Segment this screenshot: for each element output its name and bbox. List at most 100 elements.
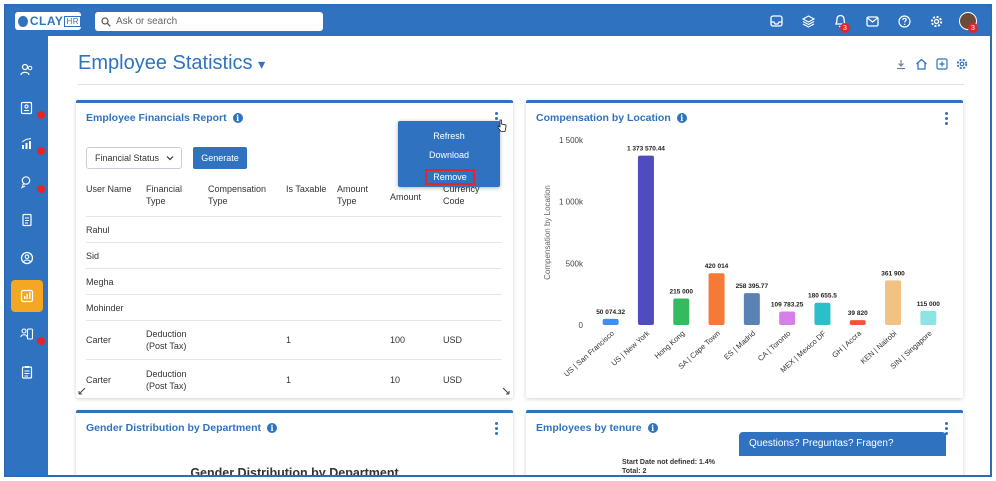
user-avatar-button[interactable]: 3 — [952, 6, 984, 36]
resize-handle-icon[interactable] — [502, 387, 510, 395]
sidebar-alert-dot — [37, 111, 45, 119]
table-row[interactable]: Carter Deduction (Post Tax) 1 100 USD — [86, 321, 502, 360]
tenure-title: Employees by tenure i — [536, 422, 658, 434]
sidebar-alert-dot — [37, 147, 45, 155]
logo-suffix: HR — [64, 15, 81, 27]
sidebar-item-reports[interactable] — [11, 280, 43, 312]
gender-title-text: Gender Distribution by Department — [86, 422, 262, 434]
table-row[interactable]: Rahul — [86, 217, 502, 243]
table-row[interactable]: Megha — [86, 269, 502, 295]
y-tick-label: 0 — [579, 321, 584, 330]
cell-amount: 100 — [390, 335, 406, 345]
bar-value-label: 361 900 — [881, 270, 905, 277]
dashboard-settings-button[interactable] — [956, 58, 968, 70]
table-header: User Name Financial Type Compensation Ty… — [86, 183, 502, 217]
table-row[interactable]: Carter Deduction (Post Tax) 1 10 USD — [86, 360, 502, 398]
add-widget-button[interactable] — [936, 58, 948, 70]
sidebar-item-goals[interactable] — [6, 166, 48, 198]
inbox-button[interactable] — [760, 6, 792, 36]
notification-count-badge: 3 — [840, 23, 850, 33]
cell-user: Megha — [86, 276, 114, 287]
document-icon — [22, 213, 32, 227]
x-tick-label: GH | Accra — [830, 328, 863, 359]
top-bar: CLAY HR Ask or search 3 — [6, 6, 990, 36]
info-icon[interactable]: i — [676, 113, 687, 123]
sidebar-item-people[interactable] — [6, 54, 48, 86]
notifications-button[interactable]: 3 — [824, 6, 856, 36]
cell-user: Rahul — [86, 224, 110, 235]
bar-value-label: 1 373 570.44 — [627, 146, 665, 153]
sidebar-item-team[interactable] — [6, 318, 48, 350]
table-row[interactable]: Sid — [86, 243, 502, 269]
gender-menu-button[interactable] — [495, 422, 499, 435]
resize-handle-icon[interactable] — [78, 387, 86, 395]
bar-value-label: 50 074.32 — [596, 309, 625, 316]
bar — [849, 320, 866, 325]
menu-item-remove[interactable]: Remove — [425, 169, 475, 185]
info-icon[interactable]: i — [647, 423, 658, 433]
table-row[interactable]: Mohinder — [86, 295, 502, 321]
chevron-down-icon — [166, 156, 174, 161]
tenure-menu-button[interactable] — [945, 422, 949, 435]
id-card-icon — [20, 101, 33, 115]
bar — [708, 273, 725, 325]
col-amount-type[interactable]: Amount Type — [337, 184, 369, 206]
logo-mark-icon — [18, 15, 28, 27]
col-financial-type[interactable]: Financial Type — [146, 184, 183, 206]
gender-title: Gender Distribution by Department i — [86, 422, 278, 434]
bar-value-label: 115 000 — [917, 301, 941, 308]
col-compensation-type[interactable]: Compensation Type — [208, 184, 267, 206]
cell-user: Carter — [86, 335, 112, 345]
inbox-icon — [769, 15, 783, 27]
col-user-name[interactable]: User Name — [86, 184, 132, 194]
settings-button[interactable] — [920, 6, 952, 36]
mail-button[interactable] — [856, 6, 888, 36]
compensation-menu-button[interactable] — [945, 112, 949, 125]
sidebar-alert-dot — [37, 337, 45, 345]
search-placeholder: Ask or search — [116, 16, 178, 27]
page-title[interactable]: Employee Statistics ▾ — [78, 52, 265, 75]
layers-icon — [801, 14, 815, 28]
sidebar-item-analytics[interactable] — [6, 128, 48, 160]
mail-icon — [865, 15, 879, 27]
widget-context-menu: Refresh Download Remove — [398, 121, 500, 187]
bar — [673, 298, 690, 325]
download-button[interactable] — [895, 58, 907, 70]
mouse-cursor-icon — [497, 119, 507, 132]
search-input[interactable]: Ask or search — [95, 12, 323, 31]
gear-icon — [956, 58, 968, 70]
sidebar-item-account[interactable] — [6, 242, 48, 274]
col-currency-code[interactable]: Currency Code — [443, 184, 480, 206]
clayhr-logo[interactable]: CLAY HR — [15, 12, 81, 30]
tooltip-line: Total: 2 — [622, 468, 647, 475]
team-list-icon — [20, 328, 34, 340]
avatar-badge: 3 — [968, 23, 978, 33]
help-button[interactable] — [888, 6, 920, 36]
generate-button[interactable]: Generate — [193, 147, 247, 169]
financial-status-select[interactable]: Financial Status — [86, 147, 182, 169]
home-button[interactable] — [915, 58, 928, 70]
plus-square-icon — [936, 58, 948, 70]
cell-user: Carter — [86, 374, 112, 385]
x-tick-label: US | New York — [609, 329, 651, 368]
page-title-text: Employee Statistics — [78, 52, 253, 74]
col-amount[interactable]: Amount — [390, 192, 422, 202]
layers-button[interactable] — [792, 6, 824, 36]
col-is-taxable[interactable]: Is Taxable — [286, 184, 327, 194]
clipboard-icon — [21, 366, 33, 379]
y-tick-label: 1 500k — [559, 136, 584, 145]
sidebar-item-documents[interactable] — [6, 204, 48, 236]
info-icon[interactable]: i — [232, 113, 243, 123]
info-icon[interactable]: i — [267, 423, 278, 433]
report-icon — [20, 289, 34, 303]
sidebar-item-tasks[interactable] — [6, 356, 48, 388]
help-chat-button[interactable]: Questions? Preguntas? Fragen? — [739, 432, 946, 456]
cell-financial-type: Deduction (Post Tax) — [146, 329, 187, 351]
menu-item-refresh[interactable]: Refresh — [433, 131, 465, 141]
cell-is-taxable: 1 — [286, 335, 292, 345]
x-tick-label: CA | Toronto — [756, 329, 793, 363]
question-icon — [897, 14, 911, 28]
tenure-tooltip: Start Date not defined: 1.4% Total: 2 — [622, 458, 715, 475]
menu-item-download[interactable]: Download — [428, 150, 470, 160]
sidebar-item-profile[interactable] — [6, 92, 48, 124]
